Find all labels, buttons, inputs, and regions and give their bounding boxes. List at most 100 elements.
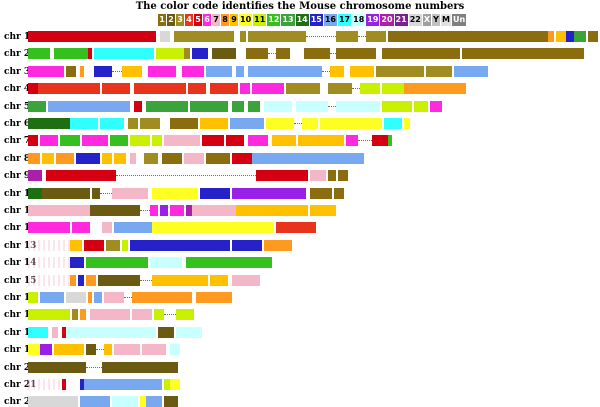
synteny-block xyxy=(28,135,38,146)
row-label: chr 15 xyxy=(4,276,37,286)
synteny-block xyxy=(132,309,152,320)
synteny-block xyxy=(276,48,290,59)
legend-item-x: X xyxy=(422,14,431,26)
chromosome-color-legend: 1 2 3 4 5 6 7 8 9 10 11 12 13 14 15 16 17 18 19 20 21 22 X Y M Un xyxy=(158,14,467,26)
synteny-block xyxy=(248,31,306,42)
synteny-block xyxy=(28,396,78,407)
synteny-block xyxy=(170,205,184,216)
synteny-block xyxy=(210,83,238,94)
synteny-block xyxy=(28,205,90,216)
synteny-block xyxy=(388,135,392,146)
synteny-block xyxy=(112,188,148,199)
synteny-block xyxy=(42,188,90,199)
row-label: chr 19 xyxy=(4,345,37,355)
synteny-block xyxy=(200,118,228,129)
synteny-block xyxy=(154,309,164,320)
synteny-block xyxy=(454,66,488,77)
synteny-block xyxy=(88,292,92,303)
synteny-block xyxy=(320,118,382,129)
legend-item-2: 2 xyxy=(167,14,175,26)
synteny-block xyxy=(140,118,160,129)
synteny-block xyxy=(170,344,180,355)
synteny-block xyxy=(46,170,116,181)
synteny-block xyxy=(80,396,110,407)
legend-item-17: 17 xyxy=(337,14,352,26)
row-label: chr 11 xyxy=(4,206,37,216)
synteny-block xyxy=(50,31,156,42)
synteny-block xyxy=(382,83,406,94)
synteny-block xyxy=(346,135,358,146)
synteny-block xyxy=(276,222,316,233)
legend-item-9: 9 xyxy=(230,14,238,26)
synteny-block xyxy=(130,240,148,251)
synteny-block xyxy=(28,222,70,233)
synteny-block xyxy=(360,83,380,94)
gap-connector xyxy=(140,280,152,282)
legend-item-y: Y xyxy=(432,14,440,26)
synteny-block xyxy=(556,31,566,42)
synteny-block xyxy=(152,275,208,286)
synteny-block xyxy=(92,188,100,199)
legend-item-8: 8 xyxy=(221,14,229,26)
chart-title: The color code identifies the Mouse chro… xyxy=(135,1,465,12)
synteny-block xyxy=(192,48,208,59)
row-label: chr 8 xyxy=(4,154,31,164)
synteny-block xyxy=(102,153,112,164)
gap-connector xyxy=(124,297,132,299)
row-label: chr 7 xyxy=(4,136,31,146)
gap-connector xyxy=(86,367,102,369)
gap-connector xyxy=(96,349,104,351)
legend-item-13: 13 xyxy=(281,14,295,26)
synteny-block xyxy=(104,292,124,303)
synteny-block xyxy=(174,31,234,42)
gap-connector xyxy=(116,175,256,177)
gap-connector xyxy=(328,106,336,108)
synteny-block xyxy=(42,153,54,164)
synteny-block xyxy=(404,83,466,94)
synteny-block xyxy=(328,83,352,94)
synteny-block xyxy=(132,292,192,303)
synteny-block xyxy=(338,170,348,181)
synteny-block xyxy=(184,153,204,164)
row-label: chr 14 xyxy=(4,258,37,268)
legend-item-15: 15 xyxy=(309,14,323,26)
synteny-block xyxy=(148,240,230,251)
synteny-block xyxy=(372,135,388,146)
synteny-block xyxy=(384,118,402,129)
synteny-block xyxy=(246,48,268,59)
synteny-block xyxy=(248,101,260,112)
synteny-block xyxy=(200,188,230,199)
synteny-block xyxy=(56,153,74,164)
synteny-block xyxy=(28,83,38,94)
synteny-block xyxy=(188,83,206,94)
synteny-block xyxy=(186,205,192,216)
synteny-block xyxy=(28,327,48,338)
synteny-block xyxy=(210,275,228,286)
synteny-block xyxy=(40,292,64,303)
synteny-block xyxy=(328,170,336,181)
synteny-block xyxy=(146,101,188,112)
legend-item-11: 11 xyxy=(253,14,267,26)
gap-connector xyxy=(330,53,336,55)
synteny-block xyxy=(114,153,126,164)
synteny-block xyxy=(164,135,200,146)
synteny-block xyxy=(264,240,292,251)
gap-connector xyxy=(322,71,330,73)
row-label: chr 2 xyxy=(4,49,31,59)
synteny-block xyxy=(252,153,364,164)
synteny-block xyxy=(72,309,78,320)
synteny-block xyxy=(48,101,130,112)
synteny-block xyxy=(94,292,102,303)
synteny-block xyxy=(226,135,244,146)
unmapped-region xyxy=(28,275,70,286)
synteny-block xyxy=(84,240,104,251)
synteny-block xyxy=(330,66,344,77)
synteny-block xyxy=(28,101,46,112)
synteny-block xyxy=(388,31,548,42)
synteny-block xyxy=(122,240,128,251)
legend-item-4: 4 xyxy=(185,14,193,26)
synteny-block xyxy=(148,66,176,77)
synteny-block xyxy=(192,205,236,216)
synteny-block xyxy=(170,118,198,129)
synteny-block xyxy=(366,31,386,42)
